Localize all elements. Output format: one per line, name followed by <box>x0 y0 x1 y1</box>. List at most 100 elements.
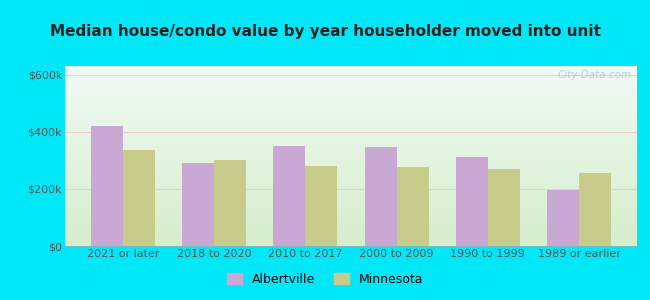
Bar <box>65 118 637 119</box>
Bar <box>65 185 637 186</box>
Bar <box>65 68 637 69</box>
Bar <box>65 90 637 91</box>
Bar <box>65 173 637 174</box>
Bar <box>65 122 637 123</box>
Text: Median house/condo value by year householder moved into unit: Median house/condo value by year househo… <box>49 24 601 39</box>
Bar <box>65 169 637 170</box>
Bar <box>65 216 637 217</box>
Bar <box>65 87 637 88</box>
Bar <box>65 211 637 212</box>
Bar <box>65 137 637 138</box>
Bar <box>65 77 637 78</box>
Bar <box>65 178 637 179</box>
Bar <box>65 190 637 191</box>
Bar <box>65 124 637 125</box>
Bar <box>65 180 637 181</box>
Bar <box>65 215 637 216</box>
Bar <box>65 147 637 148</box>
Bar <box>65 234 637 235</box>
Bar <box>65 96 637 97</box>
Bar <box>65 241 637 242</box>
Bar <box>123 150 155 246</box>
Bar <box>65 202 637 203</box>
Bar <box>65 168 637 169</box>
Bar <box>65 230 637 231</box>
Bar <box>65 157 637 158</box>
Bar <box>65 142 637 143</box>
Bar <box>65 126 637 127</box>
Bar <box>65 196 637 197</box>
Bar <box>396 167 428 246</box>
Bar <box>65 184 637 185</box>
Bar <box>65 197 637 198</box>
Bar <box>65 214 637 215</box>
Bar <box>65 167 637 168</box>
Bar <box>65 86 637 87</box>
Bar <box>65 70 637 71</box>
Bar <box>65 76 637 77</box>
Bar <box>65 219 637 220</box>
Bar <box>65 200 637 201</box>
Bar <box>65 222 637 223</box>
Bar <box>306 166 337 246</box>
Bar <box>65 233 637 234</box>
Bar <box>65 208 637 209</box>
Bar <box>65 78 637 79</box>
Bar <box>65 116 637 117</box>
Bar <box>65 97 637 98</box>
Bar <box>65 223 637 224</box>
Bar <box>65 226 637 227</box>
Bar <box>65 93 637 94</box>
Bar <box>65 151 637 152</box>
Bar <box>65 149 637 150</box>
Bar <box>65 139 637 140</box>
Bar <box>65 102 637 103</box>
Bar <box>65 159 637 160</box>
Bar <box>65 127 637 128</box>
Bar <box>547 190 579 246</box>
Bar <box>65 229 637 230</box>
Bar <box>65 152 637 153</box>
Bar <box>65 175 637 176</box>
Bar <box>65 112 637 113</box>
Bar <box>365 147 396 246</box>
Bar <box>65 160 637 161</box>
Bar <box>65 186 637 187</box>
Bar <box>65 191 637 192</box>
Bar <box>65 183 637 184</box>
Bar <box>65 198 637 199</box>
Bar <box>65 225 637 226</box>
Bar <box>65 201 637 202</box>
Bar <box>65 85 637 86</box>
Bar <box>65 213 637 214</box>
Bar <box>65 81 637 82</box>
Bar <box>65 207 637 208</box>
Bar <box>65 74 637 75</box>
Bar <box>65 193 637 194</box>
Bar <box>65 107 637 108</box>
Bar <box>65 73 637 74</box>
Bar <box>65 187 637 188</box>
Bar <box>65 150 637 151</box>
Bar <box>65 71 637 72</box>
Bar <box>65 110 637 111</box>
Bar <box>65 84 637 85</box>
Bar <box>65 144 637 145</box>
Bar <box>65 228 637 229</box>
Bar <box>65 72 637 73</box>
Bar <box>65 177 637 178</box>
Bar <box>65 103 637 104</box>
Bar <box>65 181 637 182</box>
Bar <box>65 243 637 244</box>
Bar <box>65 109 637 110</box>
Bar <box>65 132 637 133</box>
Bar <box>65 69 637 70</box>
Bar <box>65 232 637 233</box>
Bar <box>65 212 637 213</box>
Bar <box>65 163 637 164</box>
Bar <box>65 236 637 237</box>
Bar <box>65 155 637 156</box>
Bar <box>65 123 637 124</box>
Bar <box>65 239 637 240</box>
Bar <box>65 113 637 114</box>
